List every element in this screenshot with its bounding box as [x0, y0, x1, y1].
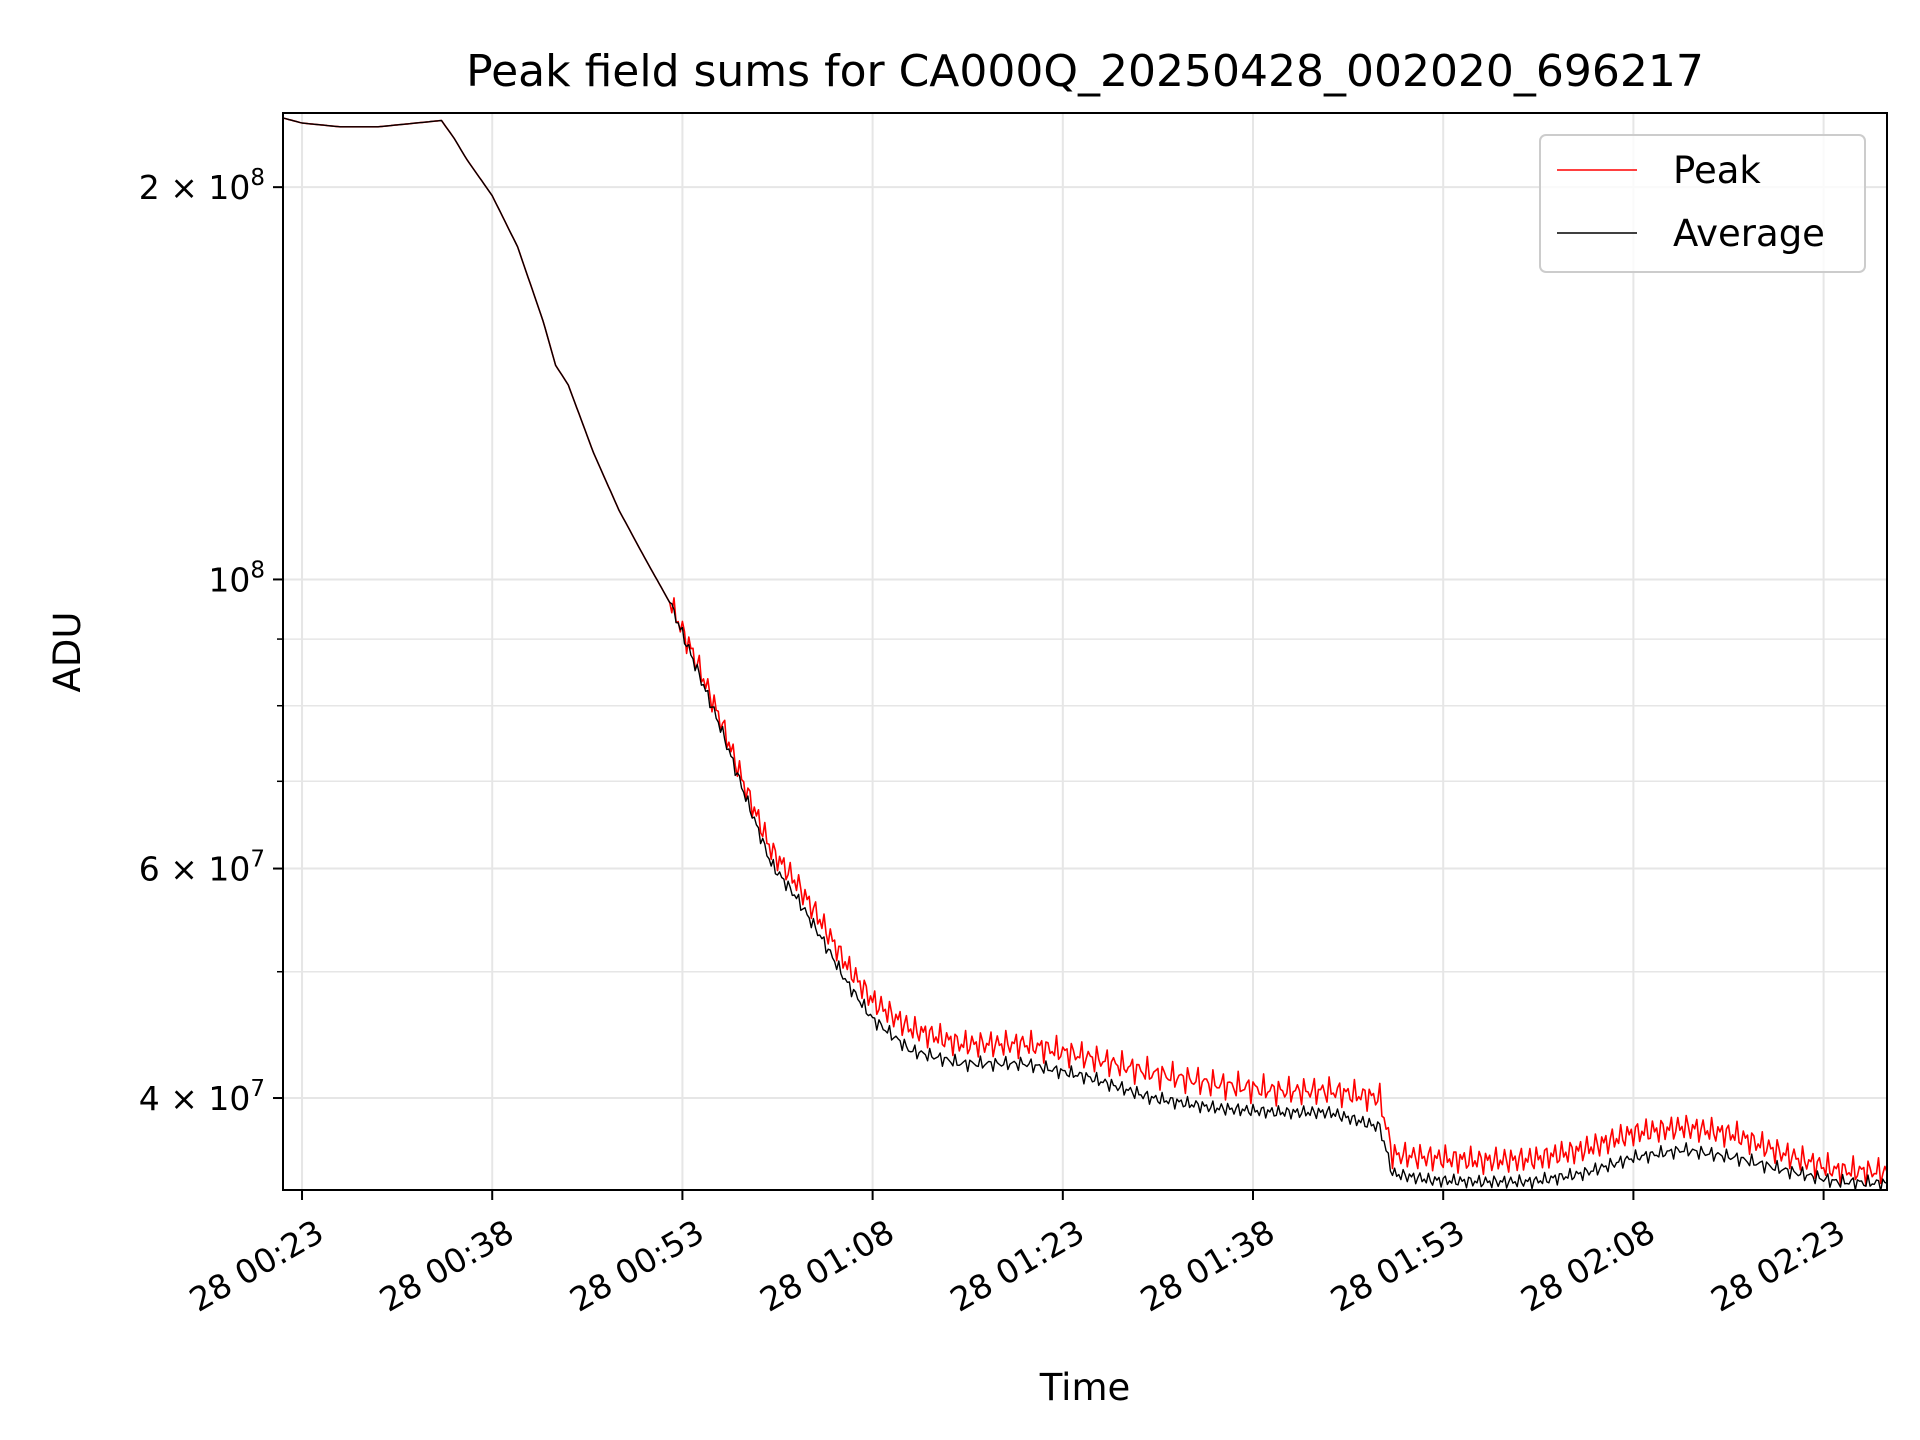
y-tick-label-mant: 10: [208, 1079, 250, 1118]
y-tick-label-exp: 8: [250, 557, 265, 583]
y-tick-label-sep: ×: [160, 850, 209, 889]
y-tick-label: 6 × 107: [139, 847, 265, 889]
x-axis-label: Time: [1039, 1366, 1131, 1409]
legend-label-average: Average: [1673, 212, 1825, 255]
y-tick-label-exp: 7: [250, 847, 265, 873]
y-tick-label-mant: 10: [208, 168, 250, 207]
series-lines: [283, 117, 1887, 1190]
y-tick-label-base: 4: [139, 1079, 160, 1118]
legend: Peak Average: [1539, 134, 1866, 273]
y-tick-label-sep: ×: [160, 1079, 209, 1118]
legend-label-peak: Peak: [1673, 149, 1761, 192]
y-tick-label-exp: 8: [250, 165, 265, 191]
y-tick-label-mant: 10: [208, 850, 250, 889]
y-tick-label-base: 6: [139, 850, 160, 889]
y-tick-label-base: 2: [139, 168, 160, 207]
y-tick-label-mant: 10: [208, 560, 250, 599]
y-tick-label: 2 × 108: [139, 165, 265, 207]
series-line-average: [283, 117, 1887, 1190]
y-tick-label-sep: ×: [160, 168, 209, 207]
y-tick-label: 108: [208, 557, 265, 599]
y-axis-label: ADU: [46, 612, 89, 693]
grid: [283, 113, 1887, 1190]
chart-title: Peak field sums for CA000Q_20250428_0020…: [466, 46, 1704, 97]
y-tick-label-exp: 7: [250, 1076, 265, 1102]
y-tick-label: 4 × 107: [139, 1076, 265, 1118]
plot-frame: [282, 112, 1888, 1191]
